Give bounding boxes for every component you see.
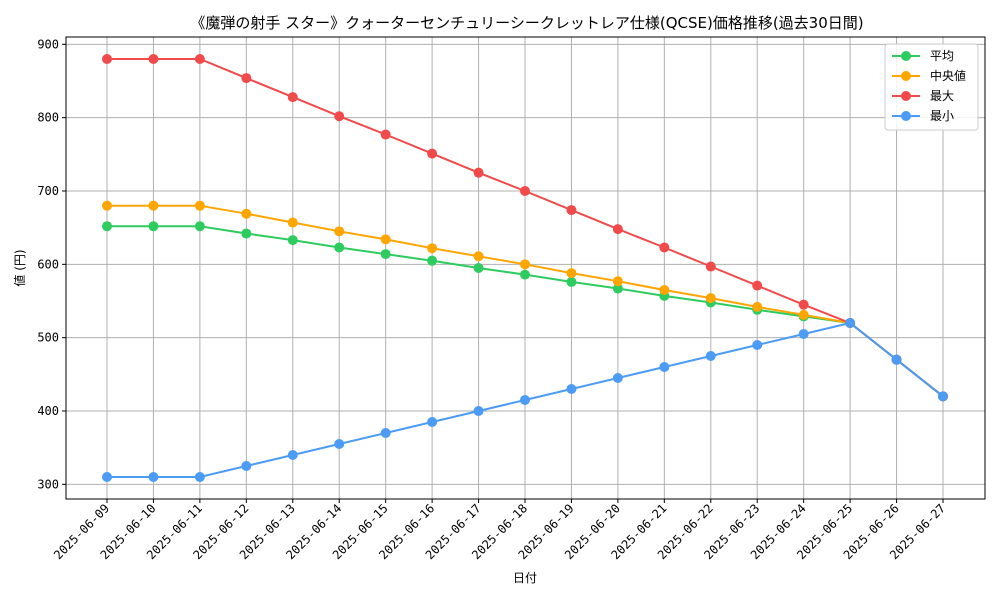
- y-tick-label: 600: [37, 257, 59, 271]
- data-point: [566, 384, 577, 394]
- data-point: [334, 439, 345, 449]
- series-group: [102, 54, 948, 482]
- data-point: [148, 472, 159, 482]
- data-point: [752, 301, 763, 312]
- data-point: [148, 200, 159, 211]
- data-point: [287, 217, 298, 228]
- data-point: [102, 54, 112, 64]
- data-point: [612, 224, 623, 235]
- data-point: [520, 259, 530, 270]
- data-point: [705, 351, 716, 361]
- data-point: [334, 242, 345, 253]
- data-point: [659, 242, 670, 253]
- data-point: [427, 243, 438, 254]
- data-point: [102, 221, 112, 232]
- data-point: [194, 221, 205, 232]
- data-point: [659, 285, 670, 295]
- grid: [66, 37, 985, 499]
- data-point: [380, 129, 391, 140]
- data-point: [194, 472, 205, 482]
- data-point: [845, 318, 856, 328]
- y-tick-label: 800: [37, 111, 59, 125]
- legend-label: 中央値: [930, 68, 966, 83]
- data-point: [427, 255, 438, 266]
- data-point: [798, 309, 809, 320]
- legend-swatch-marker: [901, 51, 911, 61]
- data-point: [659, 362, 670, 372]
- data-point: [287, 235, 298, 246]
- data-point: [798, 329, 809, 339]
- y-tick-label: 900: [37, 37, 59, 51]
- data-point: [705, 293, 716, 304]
- data-point: [241, 228, 252, 239]
- data-point: [473, 167, 484, 178]
- legend-label: 平均: [930, 49, 954, 63]
- data-point: [241, 208, 252, 219]
- data-point: [473, 406, 484, 416]
- data-point: [241, 461, 252, 471]
- data-point: [148, 54, 159, 64]
- legend-swatch-marker: [901, 111, 911, 121]
- series-3: [102, 318, 948, 482]
- data-point: [473, 263, 484, 273]
- data-point: [473, 251, 484, 262]
- data-point: [287, 92, 298, 103]
- data-point: [520, 186, 530, 196]
- data-point: [938, 391, 948, 402]
- data-point: [380, 249, 391, 260]
- data-point: [752, 280, 763, 291]
- y-tick-label: 700: [37, 184, 59, 198]
- data-point: [520, 269, 530, 280]
- x-axis: 2025-06-092025-06-102025-06-112025-06-12…: [51, 499, 948, 562]
- legend-label: 最大: [930, 89, 954, 103]
- data-point: [102, 200, 112, 211]
- data-point: [194, 54, 205, 64]
- data-point: [891, 354, 902, 365]
- data-point: [612, 283, 623, 294]
- data-point: [241, 73, 252, 84]
- data-point: [798, 299, 809, 310]
- data-point: [612, 373, 623, 383]
- data-point: [380, 428, 391, 438]
- legend-swatch-marker: [901, 71, 911, 81]
- data-point: [148, 221, 159, 232]
- legend-box: [884, 43, 979, 131]
- data-point: [380, 234, 391, 245]
- data-point: [334, 226, 345, 237]
- y-axis-label: 値 (円): [12, 249, 27, 286]
- legend-swatch-marker: [901, 91, 911, 101]
- data-point: [612, 276, 623, 287]
- legend-label: 最小: [930, 109, 954, 123]
- data-point: [194, 200, 205, 211]
- data-point: [566, 276, 577, 287]
- y-tick-label: 400: [37, 404, 59, 418]
- data-point: [566, 205, 577, 216]
- x-axis-label: 日付: [513, 571, 537, 585]
- data-point: [427, 417, 438, 427]
- data-point: [566, 268, 577, 279]
- y-tick-label: 500: [37, 331, 59, 345]
- chart-title: 《魔弾の射手 スター》クォーターセンチュリーシークレットレア仕様(QCSE)価格…: [190, 14, 863, 32]
- y-axis: 300 400 500 600 700 800 900: [37, 37, 66, 491]
- y-tick-label: 300: [37, 477, 59, 491]
- data-point: [287, 450, 298, 460]
- data-point: [520, 395, 530, 405]
- data-point: [752, 340, 763, 350]
- data-point: [427, 148, 438, 159]
- data-point: [705, 261, 716, 272]
- data-point: [334, 111, 345, 122]
- data-point: [102, 472, 112, 482]
